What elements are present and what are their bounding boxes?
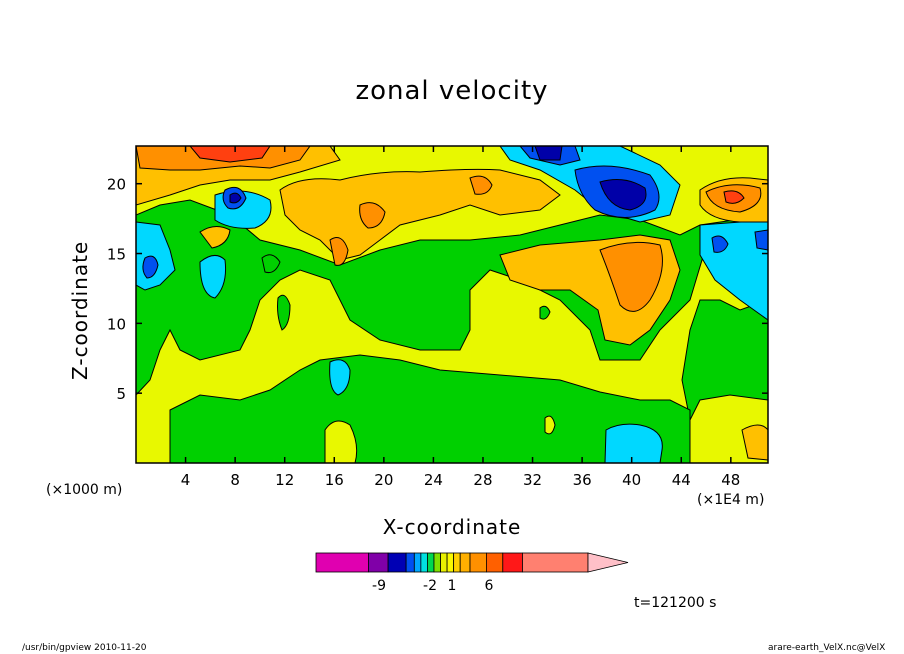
x-tick-label: 32 [523, 471, 542, 489]
x-tick-label: 24 [424, 471, 443, 489]
y-axis-unit: (×1000 m) [46, 482, 123, 498]
x-tick-label: 4 [181, 471, 191, 489]
field-region-green [539, 305, 551, 320]
field-region-navy [599, 179, 647, 211]
colorbar-label: 1 [448, 578, 457, 594]
field-region-green [169, 354, 691, 463]
colorbar-segment [427, 552, 435, 573]
x-tick-label: 28 [473, 471, 492, 489]
footer-left: /usr/bin/gpview 2010-11-20 [22, 643, 147, 653]
x-axis-unit: (×1E4 m) [697, 492, 765, 508]
x-tick-label: 20 [374, 471, 393, 489]
colorbar-arrow [587, 552, 629, 573]
field-region-green [277, 294, 291, 331]
field-region-yellow [324, 420, 358, 463]
colorbar-segment [368, 552, 389, 573]
y-tick-label: 20 [107, 176, 126, 194]
chart-title: zonal velocity [355, 76, 549, 106]
colorbar-segment [486, 552, 504, 573]
colorbar-label: 6 [485, 578, 494, 594]
field-region-blue [711, 235, 729, 253]
colorbar-segment [433, 552, 441, 573]
colorbar: -9 -2 1 6 [315, 552, 629, 594]
field-region-orange [469, 175, 493, 195]
field-region-blue [142, 255, 159, 279]
colorbar-segment [387, 552, 407, 573]
field-region-blue [754, 229, 768, 251]
colorbar-segment [315, 552, 369, 573]
y-tick-label: 15 [107, 246, 126, 264]
colorbar-segment [522, 552, 589, 573]
field-region-cyan [199, 255, 226, 299]
x-tick-label: 16 [325, 471, 344, 489]
field-region-lightorange [199, 226, 231, 249]
field-region-navy [229, 192, 242, 204]
field-region-orange [329, 237, 349, 266]
x-tick-label: 8 [230, 471, 240, 489]
colorbar-segment [469, 552, 487, 573]
field-region-cyan [329, 359, 351, 396]
field-region-red [723, 190, 745, 204]
x-tick-label: 12 [275, 471, 294, 489]
x-axis-label: X-coordinate [382, 515, 522, 539]
field-region-yellow [544, 415, 556, 435]
colorbar-segment [459, 552, 471, 573]
colorbar-segment [502, 552, 523, 573]
x-tick-label: 40 [622, 471, 641, 489]
colorbar-segment [420, 552, 428, 573]
y-ticks: 5 10 15 20 [107, 176, 768, 403]
field-region-navy [534, 146, 563, 161]
colorbar-segment [405, 552, 415, 573]
x-tick-label: 36 [573, 471, 592, 489]
colorbar-segment [446, 552, 455, 573]
y-tick-label: 5 [116, 385, 126, 403]
field-region-orange [599, 241, 663, 312]
field-region-lightorange [741, 424, 768, 461]
plot-area [136, 146, 768, 463]
x-tick-label: 48 [721, 471, 740, 489]
colorbar-label: -9 [372, 578, 386, 594]
colorbar-label: -2 [423, 578, 437, 594]
y-tick-label: 10 [107, 315, 126, 333]
colorbar-segment [453, 552, 461, 573]
plot-frame [135, 145, 769, 464]
field-region-orange [359, 202, 386, 229]
colorbar-segment [440, 552, 448, 573]
footer-right: arare-earth_VelX.nc@VelX [768, 643, 886, 653]
colorbar-segment [413, 552, 422, 573]
field-region-cyan [604, 423, 663, 463]
x-ticks: 4 8 12 16 20 24 28 32 36 40 44 48 [181, 146, 740, 489]
field-region-red [189, 146, 271, 163]
time-label: t=121200 s [634, 595, 717, 611]
field-region-lightorange [279, 168, 561, 261]
field-region-green [261, 254, 281, 273]
x-tick-label: 44 [672, 471, 691, 489]
